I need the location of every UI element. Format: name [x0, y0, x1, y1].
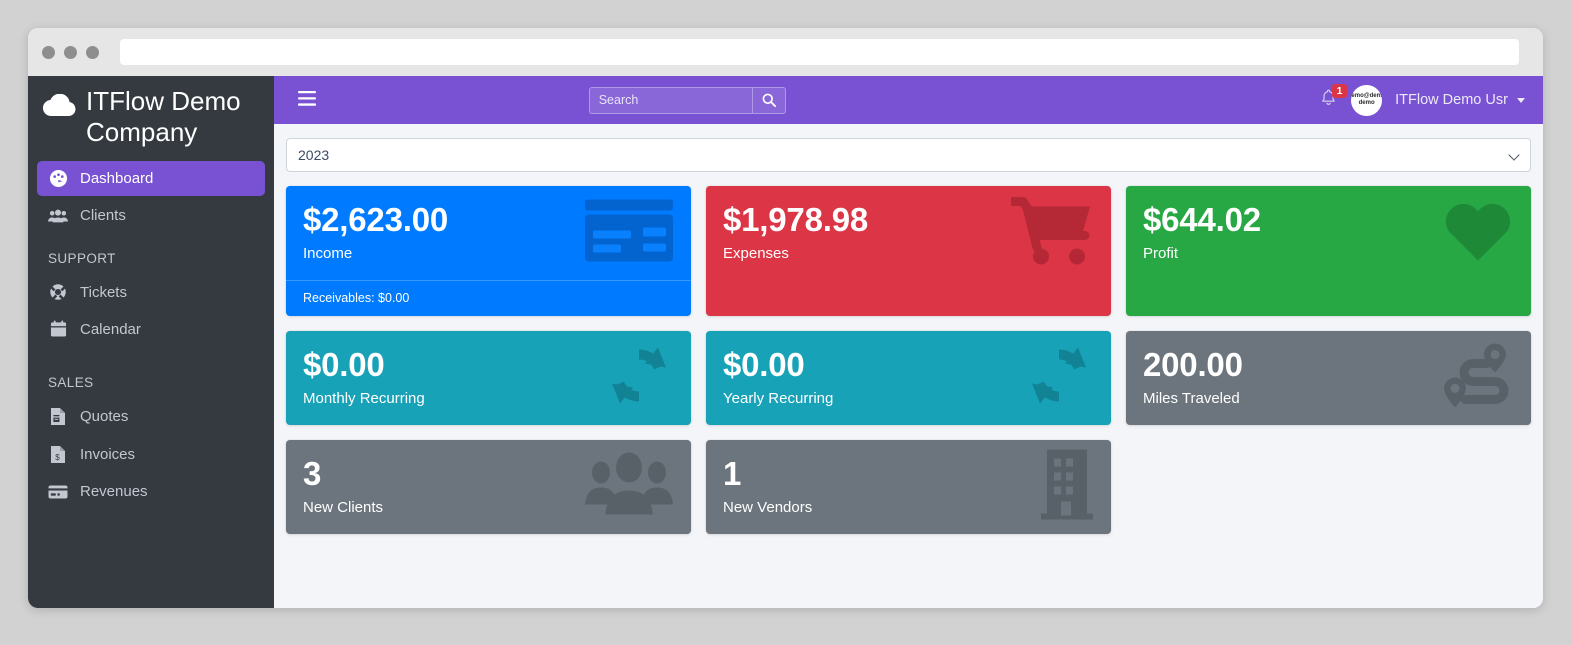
stat-card-body: 1 New Vendors	[706, 440, 1111, 534]
sidebar-item-quotes[interactable]: Quotes	[37, 399, 265, 434]
sidebar-item-calendar-label: Calendar	[80, 320, 141, 338]
stat-card-value: 1	[723, 455, 742, 492]
notifications-badge: 1	[1332, 84, 1347, 98]
stat-card-body: 200.00 Miles Traveled	[1126, 331, 1531, 425]
browser-window: ITFlow Demo Company Dashboard	[28, 28, 1543, 608]
search-button[interactable]	[751, 86, 786, 114]
stat-card-value: $1,978.98	[723, 201, 869, 238]
users-icon	[47, 208, 69, 224]
stat-card-body: $644.02 Profit	[1126, 186, 1531, 280]
sidebar-item-revenues-label: Revenues	[80, 483, 148, 500]
stat-card-income[interactable]: $2,623.00 Income	[286, 186, 691, 316]
browser-chrome	[28, 28, 1543, 76]
cloud-icon	[42, 93, 76, 123]
sidebar: ITFlow Demo Company Dashboard	[28, 76, 274, 608]
sidebar-item-tickets-label: Tickets	[80, 283, 127, 301]
stat-card-label: Monthly Recurring	[303, 390, 425, 407]
stat-card-body: $1,978.98 Expenses	[706, 186, 1111, 280]
notifications-button[interactable]: 1	[1319, 84, 1347, 113]
avatar-line-2: demo	[1358, 100, 1375, 106]
stat-card-value: $2,623.00	[303, 201, 449, 238]
stat-card-profit[interactable]: $644.02 Profit	[1126, 186, 1531, 316]
sidebar-section-support-header: SUPPORT	[48, 251, 116, 266]
stat-card-label: Expenses	[723, 245, 789, 262]
file-dollar-icon: $	[47, 445, 69, 464]
sidebar-item-dashboard[interactable]: Dashboard	[37, 161, 265, 196]
topbar-right: 1 demo@demo demo ITFlow Demo Usr	[1319, 84, 1525, 116]
sidebar-item-clients[interactable]: Clients	[37, 199, 265, 232]
search-input[interactable]	[588, 86, 752, 114]
lifebuoy-icon	[47, 283, 69, 301]
stat-card-label: Miles Traveled	[1143, 390, 1240, 407]
user-menu-label: ITFlow Demo Usr	[1395, 92, 1508, 108]
stat-card-label: Income	[303, 245, 353, 262]
sidebar-brand-label: ITFlow Demo Company	[86, 86, 241, 147]
tachometer-dashboard-icon	[47, 169, 69, 188]
stat-card-value: $644.02	[1143, 201, 1261, 238]
stat-card-footer: Receivables: $0.00	[286, 280, 691, 316]
stat-card-body: $2,623.00 Income	[286, 186, 691, 280]
year-select-value: 2023	[298, 147, 330, 163]
stat-card-label: New Clients	[303, 499, 384, 516]
stat-card-label: New Vendors	[723, 499, 813, 516]
avatar[interactable]: demo@demo demo	[1351, 84, 1383, 116]
stat-card-placeholder	[1126, 440, 1531, 534]
stat-card-value: $0.00	[303, 346, 385, 383]
svg-text:$: $	[55, 453, 60, 462]
sidebar-item-invoices-label: Invoices	[80, 446, 136, 463]
sidebar-item-quotes-label: Quotes	[80, 408, 129, 425]
topbar: 1 demo@demo demo ITFlow Demo Usr	[274, 76, 1543, 124]
stat-card-monthly-recurring[interactable]: $0.00 Monthly Recurring	[286, 331, 691, 425]
url-bar[interactable]	[120, 39, 1519, 65]
stat-card-value: 3	[303, 455, 322, 492]
sidebar-item-tickets[interactable]: Tickets	[37, 275, 265, 309]
content-area: 1 demo@demo demo ITFlow Demo Usr 2023	[274, 76, 1543, 608]
window-minimize-dot[interactable]	[64, 45, 77, 59]
year-select[interactable]: 2023	[286, 138, 1531, 172]
sidebar-section-sales-header: SALES	[48, 375, 94, 390]
sidebar-item-revenues[interactable]: Revenues	[37, 475, 265, 508]
stat-card-body: 3 New Clients	[286, 440, 691, 534]
stat-card-row: 3 New Clients	[286, 440, 1531, 534]
sidebar-item-clients-label: Clients	[80, 207, 126, 224]
stat-card-new-clients[interactable]: 3 New Clients	[286, 440, 691, 534]
credit-card-icon	[47, 485, 69, 499]
window-close-dot[interactable]	[42, 45, 55, 59]
hamburger-icon[interactable]	[292, 87, 322, 114]
chevron-down-icon	[1508, 149, 1520, 161]
stat-card-value: 200.00	[1143, 346, 1243, 383]
stat-card-label: Profit	[1143, 245, 1179, 262]
stat-card-yearly-recurring[interactable]: $0.00 Yearly Recurring	[706, 331, 1111, 425]
stat-card-value: $0.00	[723, 346, 805, 383]
stat-card-body: $0.00 Yearly Recurring	[706, 331, 1111, 425]
avatar-line-1: demo@demo	[1351, 93, 1382, 99]
search-bar	[588, 86, 786, 114]
calendar-icon	[47, 320, 69, 338]
sidebar-item-calendar[interactable]: Calendar	[37, 312, 265, 346]
window-maximize-dot[interactable]	[86, 45, 99, 59]
file-invoice-icon	[47, 407, 69, 426]
stat-card-row: $2,623.00 Income	[286, 186, 1531, 316]
stat-card-row: $0.00 Monthly Recurring	[286, 331, 1531, 425]
sidebar-item-dashboard-label: Dashboard	[80, 170, 154, 187]
bell-icon	[1321, 89, 1336, 111]
chevron-down-icon	[1516, 97, 1525, 103]
stat-card-new-vendors[interactable]: 1 New Vendors	[706, 440, 1111, 534]
stat-card-expenses[interactable]: $1,978.98 Expenses	[706, 186, 1111, 316]
dashboard-main: 2023 $2,623.00 Income	[274, 124, 1543, 608]
sidebar-brand[interactable]: ITFlow Demo Company	[28, 80, 274, 158]
stat-card-miles-traveled[interactable]: 200.00 Miles Traveled	[1126, 331, 1531, 425]
app-shell: ITFlow Demo Company Dashboard	[28, 76, 1543, 608]
stat-card-label: Yearly Recurring	[723, 390, 834, 407]
sidebar-item-invoices[interactable]: $ Invoices	[37, 437, 265, 472]
user-menu[interactable]: ITFlow Demo Usr	[1395, 92, 1525, 108]
stat-card-body: $0.00 Monthly Recurring	[286, 331, 691, 425]
